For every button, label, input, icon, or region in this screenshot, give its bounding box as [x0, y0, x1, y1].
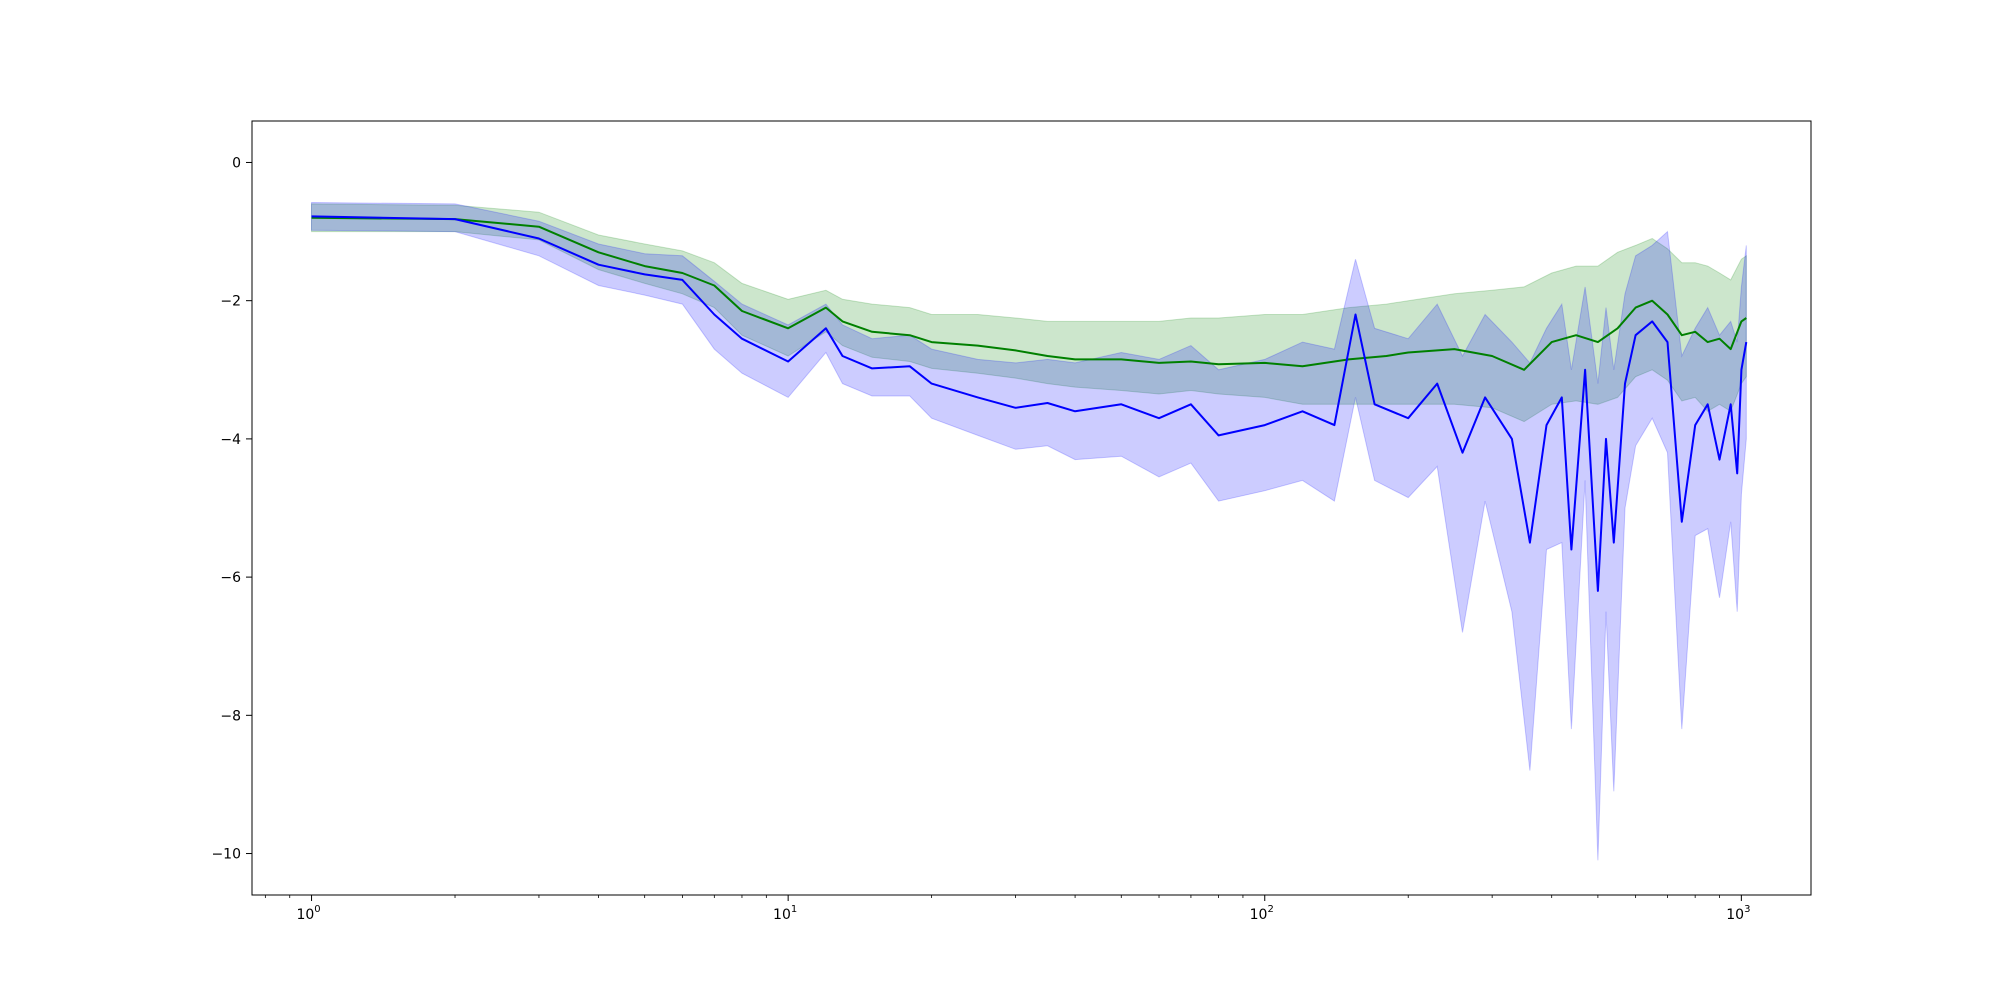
y-tick-label: −4	[220, 432, 241, 448]
series-2-line	[311, 215, 1748, 592]
x-axis: 100 101 102 103	[264, 895, 1750, 923]
y-tick-label: −2	[220, 294, 241, 310]
y-tick-label: −6	[220, 570, 241, 586]
axes-frame	[251, 120, 1812, 896]
y-tick-label: 0	[232, 155, 241, 171]
plot-area	[311, 201, 1748, 861]
series-1-band	[311, 203, 1747, 423]
y-axis: 0 −2 −4 −6 −8 −10	[211, 155, 252, 863]
series-1-line	[311, 216, 1747, 371]
y-tick-label: −10	[211, 847, 241, 863]
y-tick-label: −8	[220, 708, 241, 724]
